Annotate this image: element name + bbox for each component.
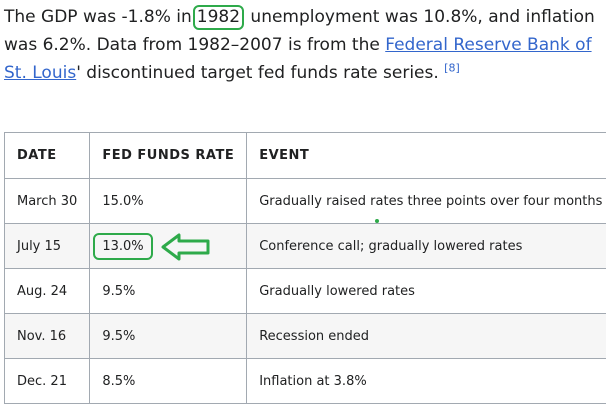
row-event: Gradually lowered rates [246, 268, 606, 314]
row-event: Inflation at 3.8% [246, 358, 606, 404]
intro-text-3: ' discontinued target fed funds rate ser… [76, 63, 439, 83]
row-event: Recession ended [246, 313, 606, 359]
table-header-row: DATE FED FUNDS RATE EVENT [3, 132, 606, 179]
row-rate: 13.0% [89, 223, 248, 269]
row-date: Aug. 24 [3, 268, 91, 314]
row-rate: 8.5% [89, 358, 248, 404]
intro-text-1: The GDP was -1.8% in [4, 7, 192, 27]
intro-text-2: unemployment was 10.8%, and inflation wa… [4, 7, 595, 55]
row-event: Gradually raised rates three points over… [246, 178, 606, 224]
row-date: March 30 [3, 178, 91, 224]
annotation-dot [375, 219, 379, 223]
left-arrow-icon [160, 232, 212, 266]
table-row: Aug. 24 9.5% Gradually lowered rates [3, 268, 606, 314]
header-event: EVENT [246, 132, 606, 179]
highlighted-rate: 13.0% [93, 232, 153, 260]
row-date: Nov. 16 [3, 313, 91, 359]
row-event: Conference call; gradually lowered rates [246, 223, 606, 269]
row-rate: 15.0% [89, 178, 248, 224]
row-rate: 9.5% [89, 268, 248, 314]
header-rate: FED FUNDS RATE [89, 132, 248, 179]
row-date: July 15 [3, 223, 91, 269]
table-row: July 15 13.0% Conference call; gradually… [3, 223, 606, 269]
row-rate: 9.5% [89, 313, 248, 359]
table-row: Dec. 21 8.5% Inflation at 3.8% [3, 358, 606, 404]
reference-link[interactable]: [8] [444, 61, 460, 75]
highlighted-year: 1982 [192, 5, 245, 30]
row-date: Dec. 21 [3, 358, 91, 404]
table-row: March 30 15.0% Gradually raised rates th… [3, 178, 606, 224]
fed-funds-table: DATE FED FUNDS RATE EVENT March 30 15.0%… [3, 132, 606, 404]
header-date: DATE [3, 132, 91, 179]
table-row: Nov. 16 9.5% Recession ended [3, 313, 606, 359]
intro-paragraph: The GDP was -1.8% in 1982 unemployment wa… [4, 3, 604, 87]
federal-reserve-link[interactable]: Federal Reserve Bank of St. Louis [4, 35, 592, 83]
